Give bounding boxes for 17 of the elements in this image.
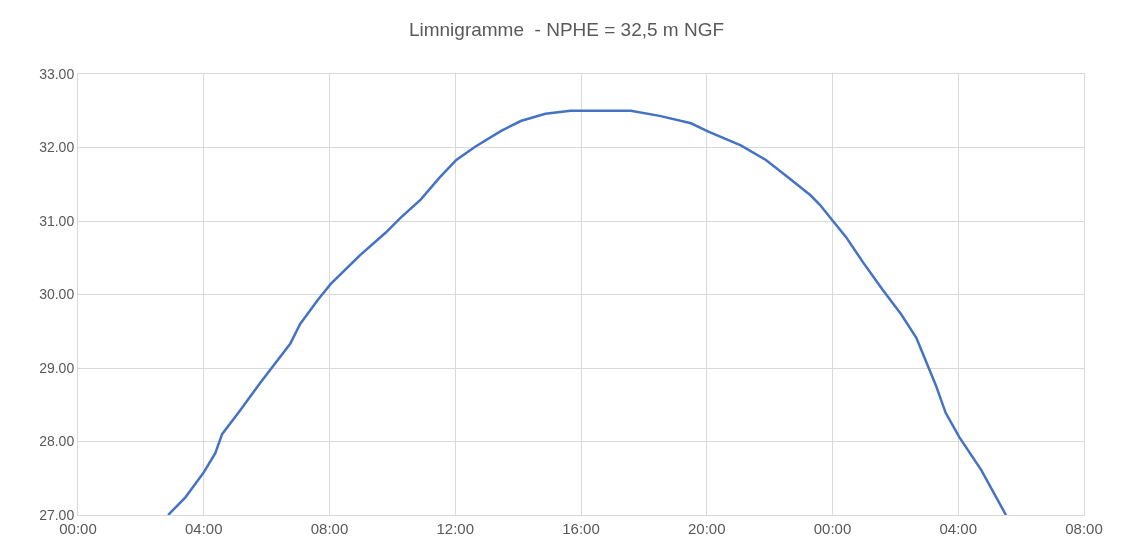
- x-tick-label: 16:00: [562, 520, 600, 537]
- y-tick-label: 28.00: [39, 433, 75, 450]
- y-tick-label: 31.00: [39, 212, 75, 229]
- x-tick-label: 00:00: [59, 520, 97, 537]
- x-tick-label: 12:00: [436, 520, 475, 537]
- y-tick-label: 32.00: [39, 139, 75, 156]
- x-tick-label: 08:00: [310, 520, 349, 537]
- y-tick-label: 29.00: [39, 359, 75, 376]
- x-tick-label: 00:00: [813, 520, 852, 537]
- y-tick-label: 33.00: [39, 65, 75, 82]
- y-tick-label: 27.00: [39, 506, 75, 523]
- chart-title: Limnigramme - NPHE = 32,5 m NGF: [408, 18, 725, 40]
- x-tick-label: 08:00: [1065, 520, 1103, 537]
- y-tick-label: 30.00: [39, 286, 75, 303]
- x-tick-label: 04:00: [184, 520, 223, 537]
- x-tick-label: 20:00: [687, 520, 726, 537]
- x-tick-label: 04:00: [939, 520, 978, 537]
